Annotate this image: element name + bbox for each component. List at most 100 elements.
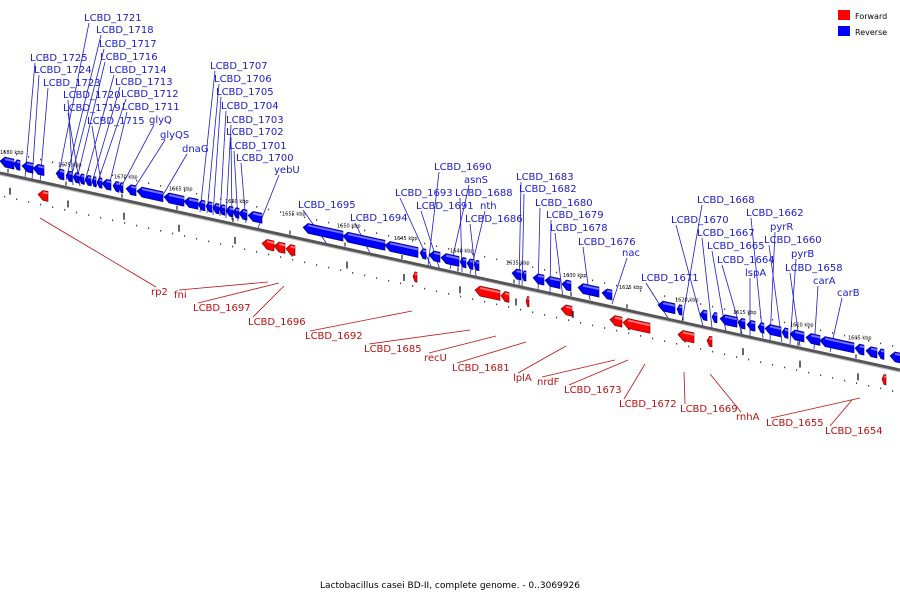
reverse-gene-label: carA [813,276,836,287]
guide-dot [616,284,618,287]
guide-dot [160,185,162,187]
guide-dot [748,313,750,316]
tick-label: 1605 kbp [848,335,872,341]
forward-leader-line [568,359,629,386]
guide-dot [772,318,774,321]
forward-gene-label: LCBD_1685 [364,344,422,355]
gene-arrow [459,256,467,269]
guide-dot [352,227,354,229]
forward-gene-label: rp2 [151,287,168,298]
reverse-leader-line [769,231,776,341]
gene-arrow [525,296,530,308]
guide-dot [736,311,738,313]
guide-dot [640,335,642,337]
guide-dot [232,245,234,248]
forward-leader-line [39,217,157,288]
guide-dot [328,266,330,269]
guide-dot [496,258,498,261]
reverse-leader-line [768,244,783,343]
tick-label: 1635 kbp [506,261,530,267]
gene-arrow [746,320,756,332]
guide-dot [292,258,294,261]
reverse-gene-label: LCBD_1680 [535,198,593,209]
guide-dot [520,308,522,311]
guide-dot [712,305,714,308]
reverse-gene-label: LCBD_1670 [671,215,729,226]
guide-dot [724,353,726,356]
gene-highlight [235,208,240,212]
forward-leader-line [178,281,269,291]
reverse-gene-label: LCBD_1713 [115,77,173,88]
gene-arrow [78,173,85,185]
gene-highlight [714,313,718,316]
reverse-gene-label: LCBD_1679 [546,210,604,221]
reverse-gene-label: LCBD_1703 [226,115,284,126]
guide-dot [868,384,870,387]
tick-label: 1675 kbp [58,162,82,168]
guide-dot [52,206,54,208]
guide-dot [64,209,66,211]
legend: Forward Reverse [838,10,887,37]
reverse-leader-line [75,61,106,184]
gene-arrow [273,241,286,254]
guide-dot [280,256,282,258]
guide-dot [892,390,894,392]
gene-arrow [65,170,73,183]
reverse-gene-label: LCBD_1694 [350,213,408,224]
guide-dot [472,253,474,255]
reverse-gene-label: LCBD_1701 [229,141,287,152]
gene-arrow [521,270,527,282]
guide-dot [220,243,222,245]
gene-highlight [68,172,73,175]
gene-arrow [247,211,263,224]
forward-gene-label: nrdF [537,377,560,388]
guide-dot [148,182,150,184]
gene-highlight [606,289,613,293]
legend-reverse-label: Reverse [855,28,887,37]
guide-dot [400,282,402,285]
guide-dot [460,250,462,253]
guide-dot [376,232,378,234]
guide-dot [160,230,162,232]
guide-dot [748,358,750,361]
reverse-gene-label: nac [622,248,640,259]
forward-gene-label: LCBD_1669 [680,404,738,415]
guide-dot [244,248,246,251]
guide-dot [40,203,42,206]
reverse-gene-label: LCBD_1676 [578,237,636,248]
forward-leader-line [252,285,285,318]
guide-dot [388,279,390,282]
guide-dot [844,379,846,382]
reverse-gene-label: LCBD_1711 [122,102,180,113]
reverse-leader-line [199,70,216,213]
gene-highlight [115,182,120,186]
tick-label: 1615 kbp [733,310,757,316]
gene-highlight [42,191,49,195]
gene-highlight [229,207,234,210]
gene-arrow [511,268,522,281]
tick-label: 1650 kbp [337,224,361,230]
gene-arrow [500,291,510,303]
gene-highlight [504,292,510,296]
reverse-leader-line [212,96,222,216]
gene-highlight [75,173,80,177]
guide-dot [592,279,594,282]
guide-dot [208,240,210,243]
reverse-leader-line [427,171,440,267]
gene-highlight [627,319,651,327]
forward-guide-row [4,195,894,392]
reverse-leader-line [159,153,188,201]
gene-highlight [422,249,427,253]
gene-highlight [614,316,623,321]
guide-dot [628,332,630,335]
forward-leader-line [541,359,616,378]
guide-dot [604,282,606,284]
reverse-gene-label: carB [837,288,860,299]
reverse-leader-line [206,83,220,214]
gene-highlight [741,319,746,323]
forward-gene-label: LCBD_1692 [305,331,363,342]
forward-gene-label: LCBD_1697 [193,303,251,314]
guide-dot [256,251,258,253]
reverse-leader-line [107,111,128,191]
tick-label: 1610 kbp [790,323,814,329]
